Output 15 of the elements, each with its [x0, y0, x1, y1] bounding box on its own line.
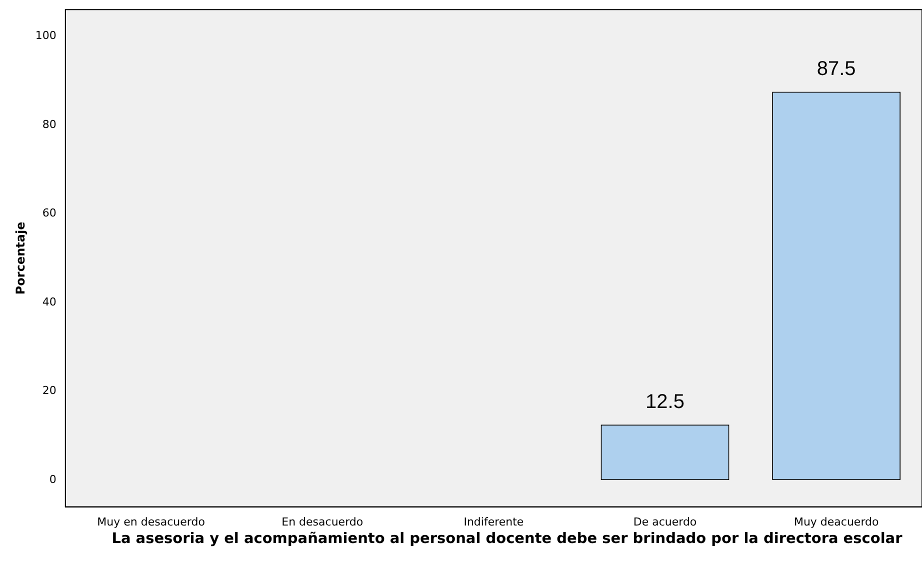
y-tick-label: 20 [42, 384, 56, 398]
data-label: 12.5 [646, 391, 684, 414]
y-tick-label: 0 [49, 473, 56, 486]
y-tick-label: 60 [42, 206, 56, 220]
y-tick-label: 40 [42, 295, 56, 308]
y-tick-label: 80 [42, 118, 56, 131]
y-axis-title: Porcentaje [13, 222, 28, 295]
x-tick-label: De acuerdo [633, 515, 697, 528]
y-tick-label: 100 [35, 29, 56, 42]
x-tick-label: Muy deacuerdo [794, 515, 879, 528]
x-tick-label: En desacuerdo [282, 515, 364, 528]
x-tick-label: Muy en desacuerdo [97, 515, 206, 528]
x-tick-label: Indiferente [464, 515, 524, 528]
data-label: 87.5 [816, 58, 856, 80]
x-axis-title: La asesoria y el acompañamiento al personal docente debe ser brindado por la directora escolar [110, 531, 904, 547]
